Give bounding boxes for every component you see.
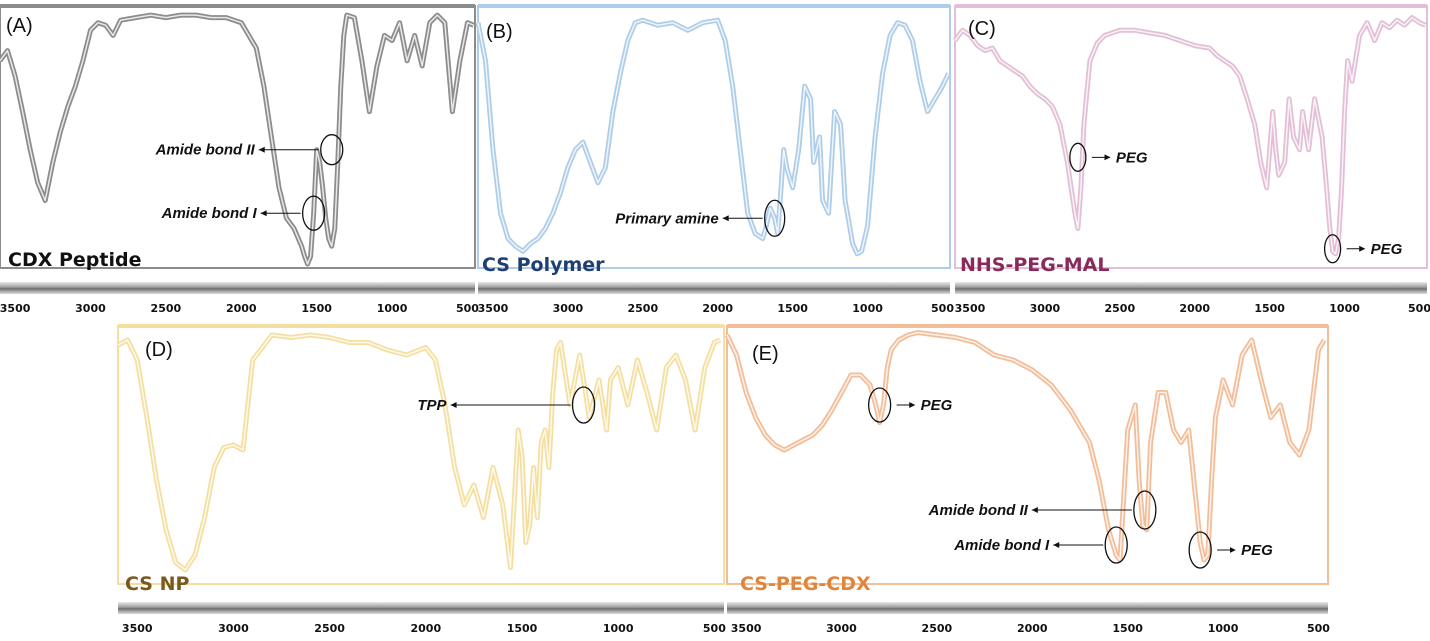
- annotation-label: Amide bond I: [161, 205, 258, 222]
- x-tick-label: 3000: [553, 302, 584, 315]
- peak-circle: [320, 134, 344, 166]
- x-tick-label: 1000: [1329, 302, 1360, 315]
- annotation-arrowhead: [722, 215, 729, 222]
- spectrum-line-inner: [726, 331, 1325, 561]
- panel-letter: (A): [6, 15, 33, 37]
- x-axis-bar: [118, 602, 724, 614]
- sample-label: NHS-PEG-MAL: [960, 254, 1109, 276]
- spectrum-line-inner: [0, 14, 474, 265]
- x-axis-bar: [0, 282, 475, 294]
- plot-frame: [117, 325, 725, 585]
- annotation-label: PEG: [1241, 542, 1273, 559]
- x-tick-label: 2000: [226, 302, 257, 315]
- peak-circle: [1069, 142, 1087, 172]
- panel-letter: (D): [145, 339, 173, 361]
- annotation-label: PEG: [921, 397, 953, 414]
- x-tick-label: 500: [1408, 302, 1430, 315]
- peak-circle: [764, 199, 786, 237]
- plot-frame: [477, 5, 951, 269]
- sample-label: CS NP: [125, 573, 189, 595]
- x-tick-label: 1000: [377, 302, 408, 315]
- spectrum-line-outer: [116, 332, 722, 573]
- annotation-label: PEG: [1116, 149, 1148, 166]
- peak-circle: [1104, 526, 1128, 564]
- x-tick-label: 2500: [1105, 302, 1136, 315]
- annotation-label: Primary amine: [615, 210, 718, 227]
- annotation-arrowhead: [450, 402, 457, 408]
- annotation-label: Amide bond II: [928, 502, 1029, 519]
- x-tick-label: 500: [456, 302, 479, 315]
- peak-circle: [1323, 234, 1342, 264]
- x-tick-label: 1500: [1254, 302, 1285, 315]
- x-tick-label: 3500: [0, 302, 31, 315]
- x-tick-label: 1000: [852, 302, 883, 315]
- x-tick-label: 3500: [122, 622, 153, 635]
- panel-b: 3500 3000 2500 2000 1500 1000 500 (B) CS Polymer…: [475, 4, 954, 315]
- x-tick-label: 1000: [603, 622, 634, 635]
- spectrum-line-outer: [0, 12, 475, 267]
- x-tick-label: 500: [703, 622, 726, 635]
- spectrum-line-inner: [117, 334, 721, 571]
- annotation-label: Amide bond I: [953, 537, 1050, 554]
- x-tick-label: 3000: [75, 302, 106, 315]
- panel-letter: (E): [752, 343, 779, 365]
- annotation-label: TPP: [417, 397, 447, 414]
- peak-circle: [1133, 490, 1157, 530]
- x-tick-label: 2500: [922, 622, 953, 635]
- sample-label: CS Polymer: [482, 254, 605, 276]
- x-tick-label: 2000: [1179, 302, 1210, 315]
- annotation-arrowhead: [1031, 507, 1038, 513]
- x-tick-label: 2500: [314, 622, 345, 635]
- sample-label: CS-PEG-CDX: [740, 573, 871, 595]
- x-tick-label: 3500: [731, 622, 762, 635]
- peak-circle: [1188, 531, 1212, 569]
- annotation-label: Amide bond II: [155, 142, 256, 159]
- annotation-arrowhead: [260, 210, 267, 217]
- panel-letter: (C): [968, 18, 996, 40]
- x-tick-label: 3500: [478, 302, 509, 315]
- sample-label: CDX Peptide: [8, 249, 141, 271]
- x-tick-label: 1500: [1112, 622, 1143, 635]
- x-tick-label: 2000: [410, 622, 441, 635]
- peak-circle: [867, 387, 892, 423]
- spectrum-line-outer: [952, 15, 1427, 257]
- x-tick-label: 3000: [218, 622, 249, 635]
- x-tick-label: 2000: [702, 302, 733, 315]
- spectrum-line-inner: [477, 19, 950, 255]
- panel-e: 3500 3000 2500 2000 1500 1000 500 (E) CS-PEG-CDX…: [724, 324, 1330, 635]
- x-tick-label: 2500: [151, 302, 182, 315]
- x-tick-label: 1500: [507, 622, 538, 635]
- panel-c: 3500 3000 2500 2000 1500 1000 500 (C) NHS-PEG-MA…: [952, 4, 1430, 315]
- panel-d: 3500 3000 2500 2000 1500 1000 500 (D) CS NP TPP: [116, 324, 726, 635]
- peak-circle: [571, 386, 596, 424]
- panel-letter: (B): [486, 21, 513, 43]
- x-tick-label: 3500: [955, 302, 986, 315]
- x-tick-label: 1500: [301, 302, 332, 315]
- peak-circle: [302, 195, 326, 231]
- x-tick-label: 1000: [1208, 622, 1239, 635]
- x-tick-label: 500: [931, 302, 954, 315]
- annotation-arrowhead: [258, 146, 265, 153]
- x-tick-label: 2000: [1017, 622, 1048, 635]
- x-tick-label: 500: [1307, 622, 1330, 635]
- x-axis-bar: [478, 282, 950, 294]
- x-tick-label: 2500: [628, 302, 659, 315]
- annotation-arrowhead: [1053, 542, 1060, 548]
- x-axis-bar: [727, 602, 1328, 614]
- x-tick-label: 3000: [826, 622, 857, 635]
- x-axis-bar: [955, 282, 1427, 294]
- panel-a: 3500 3000 2500 2000 1500 1000 500 (A) CDX Peptid…: [0, 4, 479, 315]
- spectrum-line-inner: [954, 16, 1426, 255]
- x-tick-label: 1500: [777, 302, 808, 315]
- annotation-label: PEG: [1371, 241, 1403, 258]
- x-tick-label: 3000: [1030, 302, 1061, 315]
